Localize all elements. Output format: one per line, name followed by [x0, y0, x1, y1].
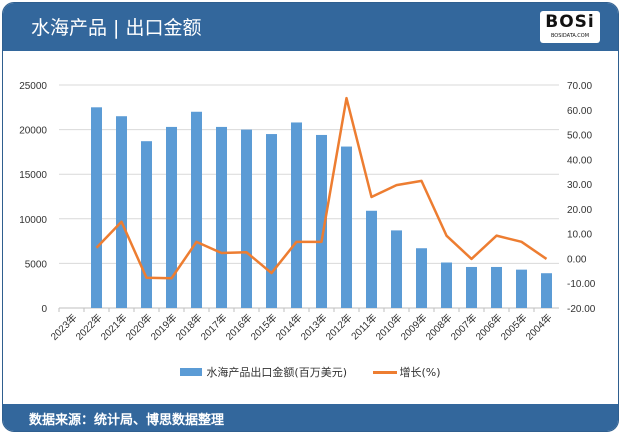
bar — [541, 273, 552, 308]
y-left-tick-label: 20000 — [19, 126, 47, 137]
bar — [491, 266, 502, 308]
y-left-tick-label: 0 — [41, 304, 47, 315]
bar — [416, 248, 427, 308]
header: 水海产品 | 出口金额 BOSi BOSIDATA.COM — [3, 3, 618, 51]
y-right-tick-label: 40.00 — [567, 155, 592, 166]
y-left-tick-label: 15000 — [19, 170, 47, 181]
bar — [466, 266, 477, 308]
bar — [366, 210, 377, 308]
bar — [241, 129, 252, 308]
x-tick-label: 2013年 — [298, 311, 330, 343]
chart-title: 水海产品 | 出口金额 — [31, 17, 202, 39]
x-tick-label: 2009年 — [398, 311, 430, 343]
legend-line-swatch — [372, 370, 397, 374]
y-right-tick-label: 10.00 — [567, 230, 592, 241]
bar — [441, 262, 452, 308]
x-tick-label: 2023年 — [48, 311, 80, 343]
x-tick-label: 2008年 — [423, 311, 455, 343]
x-tick-label: 2019年 — [148, 311, 180, 343]
x-tick-label: 2020年 — [123, 311, 155, 343]
bar — [291, 122, 302, 309]
bar — [516, 269, 527, 308]
y-right-tick-label: 30.00 — [567, 180, 592, 191]
legend-line-label: 增长(%) — [399, 366, 441, 379]
x-tick-label: 2012年 — [323, 311, 355, 343]
bar — [266, 134, 277, 308]
x-tick-label: 2014年 — [273, 311, 305, 343]
x-tick-label: 2015年 — [248, 311, 280, 343]
y-left-tick-label: 10000 — [19, 215, 47, 226]
x-tick-label: 2005年 — [498, 311, 530, 343]
y-right-tick-label: -20.00 — [567, 304, 596, 315]
x-tick-label: 2004年 — [523, 311, 555, 343]
x-tick-label: 2016年 — [223, 311, 255, 343]
y-right-tick-label: 60.00 — [567, 106, 592, 117]
y-right-tick-label: 0.00 — [567, 254, 587, 265]
x-tick-label: 2017年 — [198, 311, 230, 343]
x-tick-label: 2018年 — [173, 311, 205, 343]
x-tick-label: 2011年 — [348, 311, 379, 342]
y-right-tick-label: 20.00 — [567, 205, 592, 216]
x-tick-label: 2010年 — [373, 311, 405, 343]
bar — [166, 126, 177, 308]
bar — [316, 134, 327, 308]
x-tick-label: 2021年 — [98, 311, 130, 343]
legend-bar-swatch — [180, 368, 203, 376]
y-right-tick-label: -10.00 — [567, 279, 596, 290]
bosi-logo: BOSi BOSIDATA.COM — [540, 11, 600, 43]
y-left-tick-label: 25000 — [19, 81, 47, 92]
x-tick-label: 2006年 — [473, 311, 505, 343]
y-left-tick-label: 5000 — [25, 259, 48, 270]
legend-bar-label: 水海产品出口金额(百万美元) — [206, 366, 348, 379]
bar — [391, 230, 402, 308]
bar — [341, 146, 352, 308]
legend: 水海产品出口金额(百万美元) 增长(%) — [0, 364, 621, 380]
y-right-tick-label: 50.00 — [567, 131, 592, 142]
x-tick-label: 2007年 — [448, 311, 480, 343]
bar — [91, 107, 102, 308]
footer: 数据来源：统计局、博思数据整理 — [3, 404, 618, 431]
bar — [216, 126, 227, 308]
bar — [191, 111, 202, 308]
y-right-tick-label: 70.00 — [567, 81, 592, 92]
x-tick-label: 2022年 — [73, 311, 105, 343]
data-source: 数据来源：统计局、博思数据整理 — [29, 413, 225, 428]
bar — [116, 116, 127, 308]
bar — [141, 141, 152, 308]
